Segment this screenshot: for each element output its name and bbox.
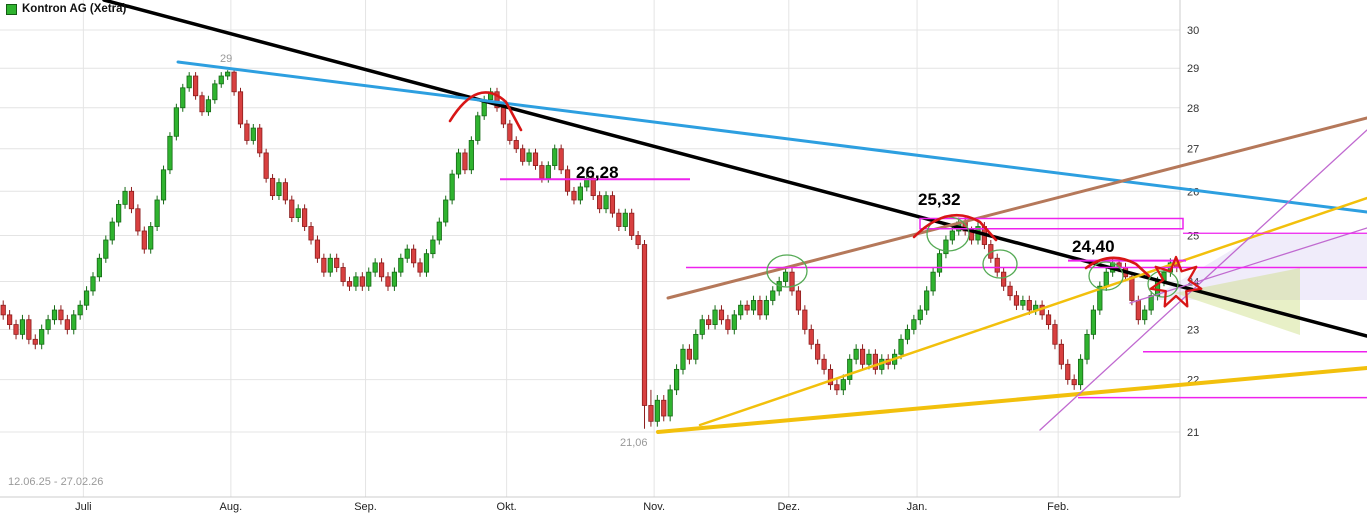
grid-layer: 21222324252627282930JuliAug.Sep.Okt.Nov.… (0, 0, 1199, 513)
svg-text:29: 29 (1187, 63, 1199, 75)
svg-text:28: 28 (1187, 103, 1199, 115)
primary-downtrend-black (102, 0, 1367, 338)
series-swatch-icon (6, 3, 17, 15)
legend: Kontron AG (Xetra) (6, 3, 126, 15)
fan-purple-shallow (1129, 227, 1367, 304)
support-gold-steep (698, 196, 1367, 427)
svg-text:Juli: Juli (75, 501, 92, 513)
candles-layer (0, 68, 1180, 429)
svg-text:Jan.: Jan. (907, 501, 928, 513)
circles-layer (766, 216, 1179, 298)
red-marks-layer (448, 91, 1203, 308)
svg-text:Aug.: Aug. (220, 501, 243, 513)
svg-text:Nov.: Nov. (643, 501, 665, 513)
svg-text:21,06: 21,06 (620, 437, 648, 449)
support-gold-main (656, 366, 1367, 434)
svg-text:24,40: 24,40 (1072, 237, 1115, 256)
svg-text:25,32: 25,32 (918, 190, 961, 209)
svg-text:Feb.: Feb. (1047, 501, 1069, 513)
svg-text:26,28: 26,28 (576, 163, 619, 182)
wedges-layer (1148, 233, 1367, 335)
period-range-label: 12.06.25 - 27.02.26 (8, 476, 104, 488)
secondary-downtrend-blue (176, 60, 1367, 214)
svg-text:30: 30 (1187, 25, 1199, 37)
svg-text:21: 21 (1187, 427, 1199, 439)
breakout-star-marker (1149, 255, 1203, 308)
series-title: Kontron AG (Xetra) (22, 3, 127, 15)
svg-text:Okt.: Okt. (497, 501, 517, 513)
svg-text:29: 29 (220, 53, 232, 65)
svg-text:Dez.: Dez. (777, 501, 800, 513)
svg-text:Sep.: Sep. (354, 501, 377, 513)
svg-text:27: 27 (1187, 144, 1199, 156)
svg-text:25: 25 (1187, 230, 1199, 242)
labels-layer: 26,28 25,32 24,40 29 21,06 (220, 53, 1115, 449)
svg-text:23: 23 (1187, 324, 1199, 336)
